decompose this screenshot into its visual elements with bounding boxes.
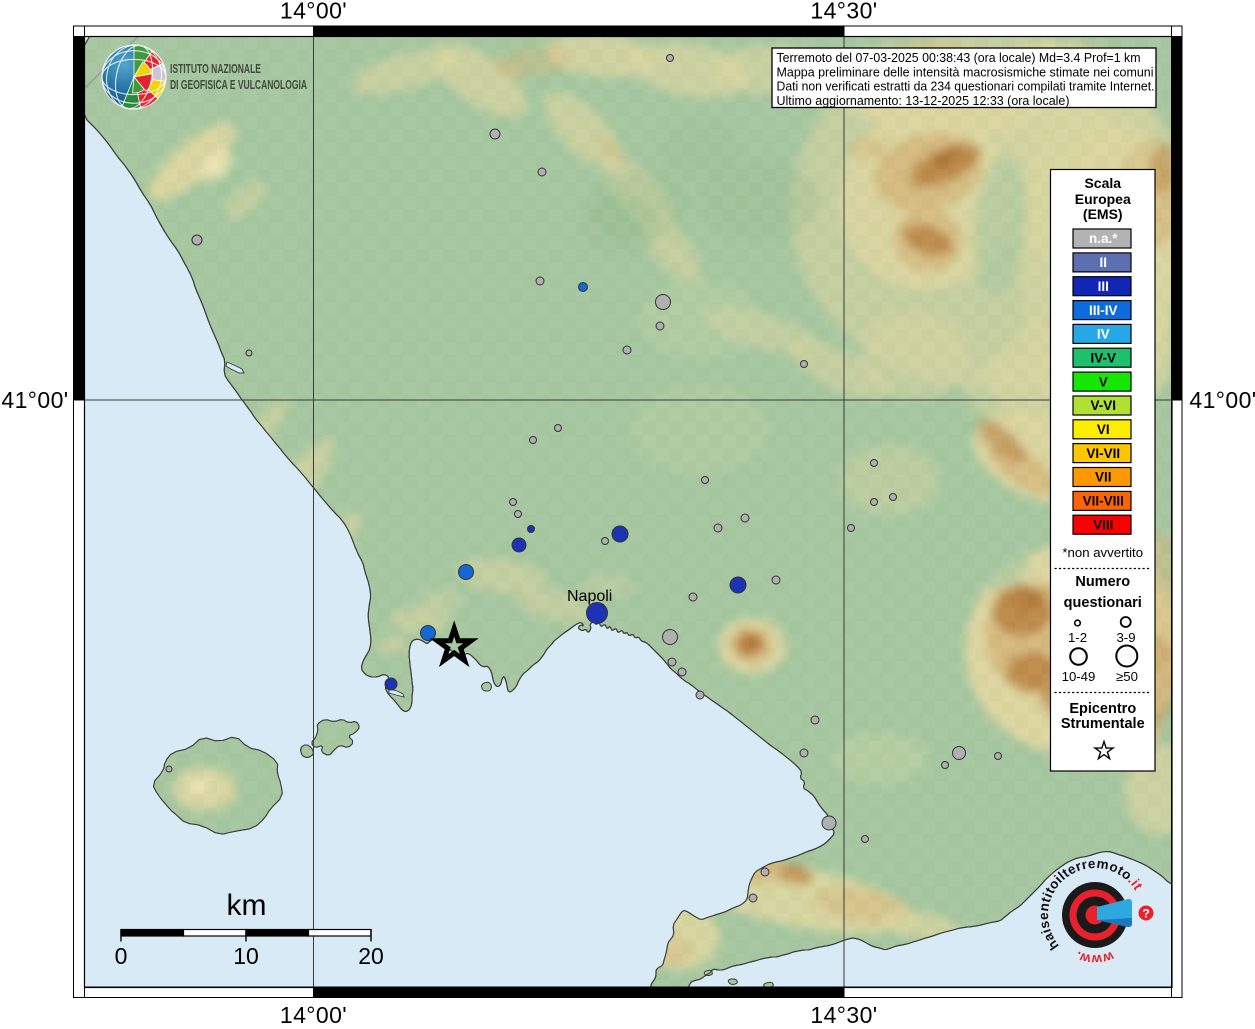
svg-text:III: III	[1098, 279, 1109, 294]
svg-text:*non avvertito: *non avvertito	[1062, 545, 1143, 560]
svg-text:Mappa preliminare delle intens: Mappa preliminare delle intensità macros…	[777, 64, 1154, 79]
svg-text:VII: VII	[1095, 470, 1112, 485]
svg-text:VI-VII: VI-VII	[1086, 446, 1120, 461]
svg-text:n.a.*: n.a.*	[1089, 231, 1118, 246]
svg-text:Strumentale: Strumentale	[1061, 716, 1145, 732]
svg-text:VI: VI	[1097, 422, 1110, 437]
svg-text:II: II	[1099, 255, 1107, 270]
svg-text:14°30': 14°30'	[810, 1002, 877, 1024]
svg-text:1-2: 1-2	[1068, 630, 1087, 645]
svg-text:10: 10	[233, 943, 259, 969]
svg-text:14°00': 14°00'	[280, 1002, 347, 1024]
svg-text:Terremoto del 07-03-2025 00:38: Terremoto del 07-03-2025 00:38:43 (ora l…	[777, 50, 1141, 65]
svg-text:Europea: Europea	[1075, 191, 1131, 207]
svg-text:IV: IV	[1097, 327, 1110, 342]
svg-text:3-9: 3-9	[1116, 630, 1135, 645]
svg-text:41°00': 41°00'	[1, 387, 68, 413]
svg-text:?: ?	[1142, 907, 1149, 921]
svg-text:Epicentro: Epicentro	[1069, 701, 1136, 717]
svg-text:ISTITUTO NAZIONALE: ISTITUTO NAZIONALE	[170, 61, 261, 76]
svg-text:Dati non verificati estratti d: Dati non verificati estratti da 234 ques…	[777, 79, 1155, 94]
svg-text:Numero: Numero	[1075, 574, 1130, 590]
svg-text:14°30': 14°30'	[810, 0, 877, 24]
svg-text:0: 0	[115, 943, 128, 969]
svg-text:20: 20	[358, 943, 384, 969]
svg-text:10-49: 10-49	[1062, 669, 1096, 684]
svg-text:(EMS): (EMS)	[1083, 206, 1123, 222]
svg-text:VII-VIII: VII-VIII	[1083, 494, 1124, 509]
svg-text:IV-V: IV-V	[1090, 350, 1116, 365]
svg-text:14°00': 14°00'	[280, 0, 347, 24]
svg-text:www.: www.	[1073, 948, 1116, 967]
svg-text:questionari: questionari	[1064, 595, 1142, 611]
svg-text:Napoli: Napoli	[567, 588, 612, 605]
svg-text:41°00': 41°00'	[1189, 387, 1255, 413]
svg-text:VIII: VIII	[1093, 517, 1113, 532]
svg-text:Scala: Scala	[1084, 175, 1121, 191]
svg-text:DI GEOFISICA E VULCANOLOGIA: DI GEOFISICA E VULCANOLOGIA	[170, 77, 307, 92]
svg-text:V-VI: V-VI	[1090, 398, 1116, 413]
svg-text:≥50: ≥50	[1116, 669, 1138, 684]
svg-text:Ultimo aggiornamento: 13-12-20: Ultimo aggiornamento: 13-12-2025 12:33 (…	[777, 93, 1070, 108]
svg-text:V: V	[1099, 374, 1108, 389]
svg-text:III-IV: III-IV	[1089, 303, 1118, 318]
svg-text:km: km	[227, 889, 267, 922]
